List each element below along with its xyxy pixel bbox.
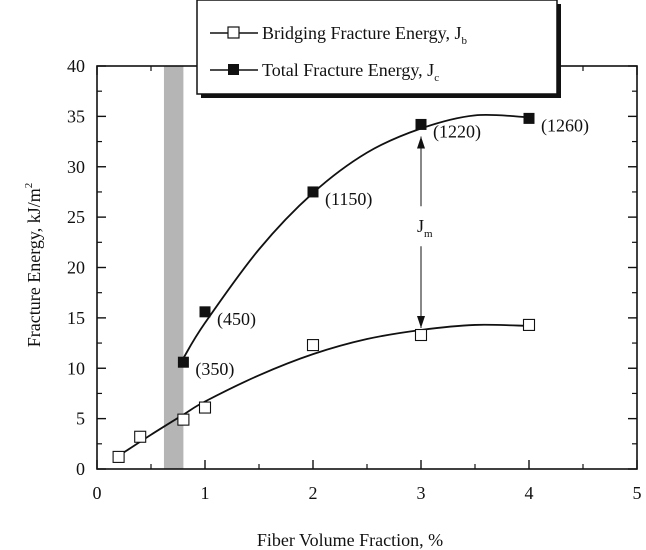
open-square-marker [198,401,212,414]
open-square-marker [306,339,320,352]
shaded-band [163,66,184,469]
legend-label-total: Total Fracture Energy, Jc [262,60,439,84]
filled-square-marker [199,306,211,318]
fit-curves [118,113,530,457]
y-tick-label: 0 [76,459,85,479]
jm-label: Jm [417,216,433,240]
bridging-fit-curve [118,323,530,457]
tick-labels: 0 1 2 3 4 5 0 5 10 15 20 25 30 35 40 [67,56,642,503]
y-tick-label: 20 [67,258,85,278]
legend-label-bridging: Bridging Fracture Energy, Jb [262,23,467,47]
open-square-marker [134,430,147,443]
point-label: (1220) [433,121,481,142]
y-tick-label: 25 [67,207,85,227]
x-tick-label: 2 [309,483,318,503]
filled-square-marker [523,112,535,124]
open-square-marker [112,450,125,463]
x-tick-label: 0 [93,483,102,503]
jm-arrowhead-up [417,136,425,149]
point-label: (1260) [541,115,589,136]
point-labels: (350) (450) (1150) (1220) (1260) [195,115,589,380]
y-axis-title-sup: 2 [23,183,35,189]
y-tick-label: 5 [76,409,85,429]
y-tick-label: 10 [67,358,85,378]
x-tick-label: 3 [417,483,426,503]
total-fit-curve [182,113,530,359]
filled-square-marker [307,186,319,198]
y-axis-title: Fracture Energy, kJ/m2 [23,183,44,347]
x-tick-label: 5 [633,483,642,503]
open-square-marker [522,318,536,331]
filled-square-marker [177,356,189,368]
y-tick-label: 30 [67,157,85,177]
jm-annotation: Jm [417,136,433,328]
y-axis-title-main: Fracture Energy, kJ/m [24,188,44,347]
legend-box [196,0,558,95]
filled-square-marker [415,118,427,130]
point-label: (1150) [325,189,372,210]
legend-marker-filled-square [228,64,239,75]
data-markers [112,112,536,463]
y-tick-label: 35 [67,106,85,126]
x-tick-label: 1 [201,483,210,503]
open-square-marker [414,328,428,342]
point-label: (450) [217,309,256,330]
open-square-marker [177,413,190,426]
x-tick-label: 4 [525,483,534,503]
y-tick-label: 15 [67,308,85,328]
legend: Bridging Fracture Energy, Jb Total Fract… [196,0,561,98]
point-label: (350) [195,359,234,380]
x-axis-title: Fiber Volume Fraction, % [257,530,443,550]
y-tick-label: 40 [67,56,85,76]
jm-arrowhead-down [417,315,425,328]
legend-marker-open-square [227,26,240,39]
